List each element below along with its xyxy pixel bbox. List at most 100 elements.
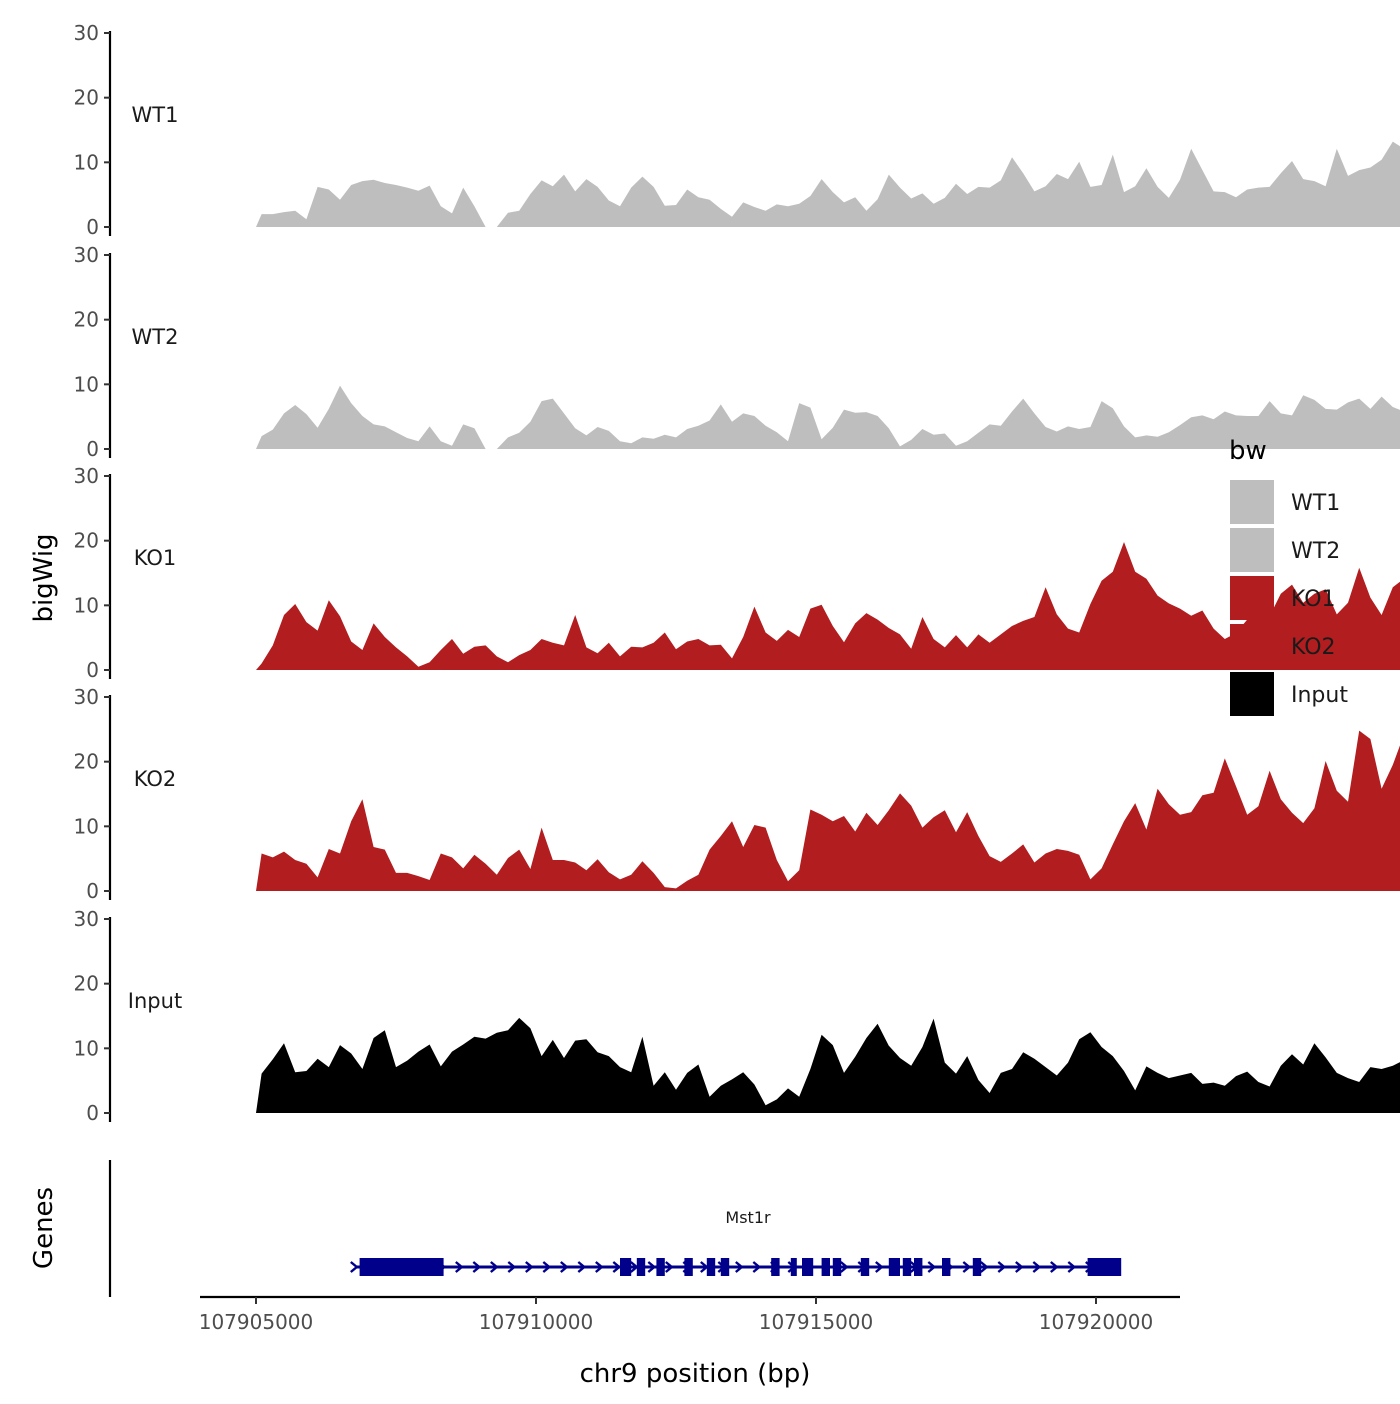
legend-title: bw <box>1229 436 1267 466</box>
y-axis-title: bigWig <box>29 533 59 622</box>
track-ko2: 0 10 20 30 KO2 <box>74 685 1400 903</box>
gene-strand-arrow <box>752 1261 762 1273</box>
gene-exon <box>832 1258 842 1276</box>
gene-strand-arrow <box>472 1261 482 1273</box>
gene-name-label: Mst1r <box>725 1208 771 1227</box>
gene-strand-arrow <box>595 1261 604 1273</box>
track-ko1-y-tick-label: 0 <box>86 658 99 682</box>
gene-panel: Mst1r <box>108 1160 1122 1297</box>
gene-strand-arrow <box>350 1261 359 1273</box>
gene-exon <box>888 1258 900 1276</box>
track-wt1-y-tick-label: 0 <box>86 215 99 239</box>
track-wt2: 0 10 20 30 WT2 <box>74 243 1400 461</box>
gene-strand-arrow <box>1050 1261 1059 1273</box>
gene-exon <box>771 1258 780 1276</box>
gene-strand-arrow <box>997 1261 1007 1273</box>
track-ko1-y-tick-label: 30 <box>74 464 99 488</box>
legend-label-input: Input <box>1291 683 1348 708</box>
x-tick-label: 107910000 <box>479 1310 594 1334</box>
x-tick-label: 107915000 <box>759 1310 874 1334</box>
x-tick-label: 107905000 <box>199 1310 314 1334</box>
track-wt2-y-tick-label: 0 <box>86 437 99 461</box>
gene-exon <box>620 1258 632 1276</box>
gene-exon <box>706 1258 716 1276</box>
track-area-wt1 <box>256 141 1400 227</box>
legend: bw WT1 WT2 KO1 KO2 Input <box>1229 436 1348 716</box>
track-label-wt1: WT1 <box>132 103 179 127</box>
gene-strand-arrow <box>560 1261 569 1273</box>
track-ko2-y-tick-label: 30 <box>74 685 99 709</box>
gene-strand-arrow <box>612 1261 622 1273</box>
legend-key-input <box>1230 672 1274 716</box>
x-axis-title: chr9 position (bp) <box>580 1359 811 1389</box>
track-ko2-y-tick-label: 0 <box>86 879 99 903</box>
gene-exon <box>790 1258 797 1276</box>
legend-key-wt2 <box>1230 528 1274 572</box>
gene-strand-arrow <box>455 1261 464 1273</box>
track-area-wt2 <box>256 385 1400 449</box>
legend-label-wt1: WT1 <box>1291 491 1340 516</box>
track-input-y-tick-label: 30 <box>74 907 99 931</box>
gene-strand-arrow <box>1015 1261 1024 1273</box>
gene-strand-arrow <box>525 1261 534 1273</box>
gene-strand-arrow <box>577 1261 587 1273</box>
gene-exon <box>914 1258 923 1276</box>
legend-key-wt1 <box>1230 480 1274 524</box>
track-label-ko1: KO1 <box>134 546 177 570</box>
track-area-ko1 <box>256 542 1400 670</box>
track-ko2-y-tick-label: 10 <box>74 814 99 838</box>
coverage-panels: 0 10 20 30 WT1 0 10 20 30 WT2 0 10 20 30 KO1 0 10 20 30 KO2… <box>74 21 1400 1125</box>
gene-panel-title: Genes <box>29 1187 59 1269</box>
track-wt1-y-tick-label: 30 <box>74 21 99 45</box>
gene-exon <box>1087 1258 1122 1276</box>
gene-strand-arrow <box>840 1261 849 1273</box>
track-ko1-y-tick-label: 20 <box>74 529 99 553</box>
gene-strand-arrow <box>1067 1261 1077 1273</box>
track-wt2-y-tick-label: 30 <box>74 243 99 267</box>
track-wt1-y-tick-label: 20 <box>74 86 99 110</box>
track-area-input <box>256 1017 1400 1113</box>
gene-strand-arrow <box>927 1261 937 1273</box>
gene-exon <box>684 1258 693 1276</box>
track-input-y-tick-label: 10 <box>74 1036 99 1060</box>
track-wt2-y-tick-label: 10 <box>74 372 99 396</box>
gene-strand-arrow <box>1032 1261 1042 1273</box>
gene-strand-arrow <box>735 1261 744 1273</box>
legend-key-ko1 <box>1230 576 1274 620</box>
gene-exon <box>860 1258 870 1276</box>
gene-exon <box>720 1258 730 1276</box>
gene-strand-arrow <box>962 1261 972 1273</box>
gene-exon <box>902 1258 912 1276</box>
track-input: 0 10 20 30 Input <box>74 907 1400 1125</box>
gene-strand-arrow <box>542 1261 552 1273</box>
gene-strand-arrow <box>665 1261 674 1273</box>
gene-strand-arrow <box>647 1261 657 1273</box>
legend-label-ko1: KO1 <box>1291 587 1336 612</box>
legend-key-ko2 <box>1230 624 1274 668</box>
legend-label-ko2: KO2 <box>1291 635 1336 660</box>
gene-exon <box>359 1258 444 1276</box>
track-wt1: 0 10 20 30 WT1 <box>74 21 1400 239</box>
track-label-input: Input <box>128 989 182 1013</box>
track-ko2-y-tick-label: 20 <box>74 750 99 774</box>
track-input-y-tick-label: 20 <box>74 972 99 996</box>
gene-exon <box>802 1258 814 1276</box>
x-axis: 107905000 107910000 107915000 107920000 <box>199 1295 1180 1334</box>
gene-exon <box>636 1258 646 1276</box>
track-input-y-tick-label: 0 <box>86 1101 99 1125</box>
gene-strand-arrow <box>875 1261 884 1273</box>
track-wt2-y-tick-label: 20 <box>74 308 99 332</box>
gene-exon <box>656 1258 665 1276</box>
track-label-ko2: KO2 <box>134 767 177 791</box>
gene-strand-arrow <box>490 1261 499 1273</box>
gene-strand-arrow <box>980 1261 989 1273</box>
x-tick-label: 107920000 <box>1039 1310 1154 1334</box>
track-label-wt2: WT2 <box>132 325 179 349</box>
legend-label-wt2: WT2 <box>1291 539 1340 564</box>
track-ko1-y-tick-label: 10 <box>74 593 99 617</box>
gene-strand-arrow <box>507 1261 517 1273</box>
gene-exon <box>821 1258 830 1276</box>
track-ko1: 0 10 20 30 KO1 <box>74 464 1400 682</box>
